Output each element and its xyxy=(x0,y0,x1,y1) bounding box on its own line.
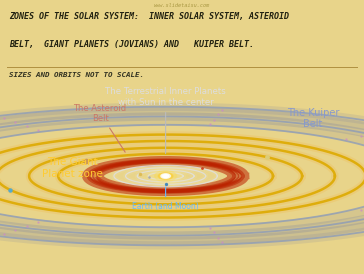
Text: Earth (and Moon): Earth (and Moon) xyxy=(132,187,199,211)
Text: BELT,  GIANT PLANETS (JOVIANS) AND   KUIPER BELT.: BELT, GIANT PLANETS (JOVIANS) AND KUIPER… xyxy=(9,40,254,49)
Circle shape xyxy=(155,171,177,181)
Text: ZONES OF THE SOLAR SYSTEM:  INNER SOLAR SYSTEM, ASTEROID: ZONES OF THE SOLAR SYSTEM: INNER SOLAR S… xyxy=(9,12,289,21)
Text: SIZES AND ORBITS NOT TO SCALE.: SIZES AND ORBITS NOT TO SCALE. xyxy=(9,72,144,78)
Text: The Asteroid
Belt: The Asteroid Belt xyxy=(74,104,127,152)
Circle shape xyxy=(144,165,187,187)
Circle shape xyxy=(150,168,182,184)
Text: www.slidetaisu.com: www.slidetaisu.com xyxy=(154,2,210,8)
Circle shape xyxy=(163,175,169,178)
Circle shape xyxy=(158,172,173,180)
Text: The Giant
Planet zone: The Giant Planet zone xyxy=(42,157,103,179)
Circle shape xyxy=(161,174,170,178)
Text: The Terrestrial Inner Planets
with Sun in the center: The Terrestrial Inner Planets with Sun i… xyxy=(105,87,226,153)
Text: The Kuiper
Belt: The Kuiper Belt xyxy=(287,108,339,129)
